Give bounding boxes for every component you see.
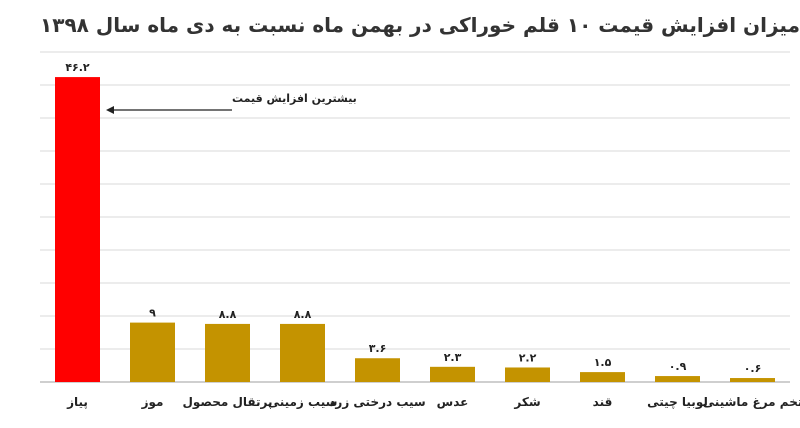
x-tick-label: سیب زمینی xyxy=(268,395,338,409)
x-tick-label: قند xyxy=(593,395,613,409)
data-labels: ۴۶.۲ ۹ ۸.۸ ۸.۸ ۳.۶ ۲.۳ ۲.۲ ۱.۵ ۰.۹ ۰.۶ xyxy=(65,61,761,375)
bar xyxy=(655,376,700,382)
annotation-arrow-head xyxy=(106,106,114,114)
bar xyxy=(430,366,475,382)
x-tick-label: شکر xyxy=(513,395,540,409)
chart-title: میزان افزایش قیمت ۱۰ قلم خوراکی در بهمن … xyxy=(40,13,800,37)
x-tick-label: عدس xyxy=(437,395,469,409)
x-tick-label: پرتقال محصول xyxy=(182,395,272,410)
bar xyxy=(730,378,775,382)
bars xyxy=(55,77,775,382)
x-tick-label: پیاز xyxy=(66,395,88,409)
x-tick-label: لوبیا چیتی xyxy=(647,395,708,410)
data-label: ۸.۸ xyxy=(219,308,237,321)
bar xyxy=(355,358,400,382)
data-label: ۱.۵ xyxy=(594,356,612,369)
annotation-label: بیشترین افزایش قیمت xyxy=(232,92,357,105)
bar xyxy=(55,77,100,382)
x-tick-label: سیب درختی زرد xyxy=(329,395,426,409)
x-tick-label: تخم مرغ ماشینی xyxy=(703,395,800,409)
data-label: ۴۶.۲ xyxy=(65,61,90,74)
x-tick-label: موز xyxy=(141,395,164,410)
bar xyxy=(130,322,175,382)
data-label: ۸.۸ xyxy=(294,308,312,321)
data-label: ۰.۶ xyxy=(744,362,762,375)
bar xyxy=(505,367,550,382)
annotation-group: بیشترین افزایش قیمت xyxy=(106,92,357,114)
bar xyxy=(205,323,250,382)
data-label: ۲.۳ xyxy=(444,351,462,364)
data-label: ۳.۶ xyxy=(369,342,387,355)
bar xyxy=(280,323,325,382)
data-label: ۹ xyxy=(149,307,156,320)
data-label: ۲.۲ xyxy=(519,351,537,364)
data-label: ۰.۹ xyxy=(669,360,687,373)
bar xyxy=(580,372,625,382)
